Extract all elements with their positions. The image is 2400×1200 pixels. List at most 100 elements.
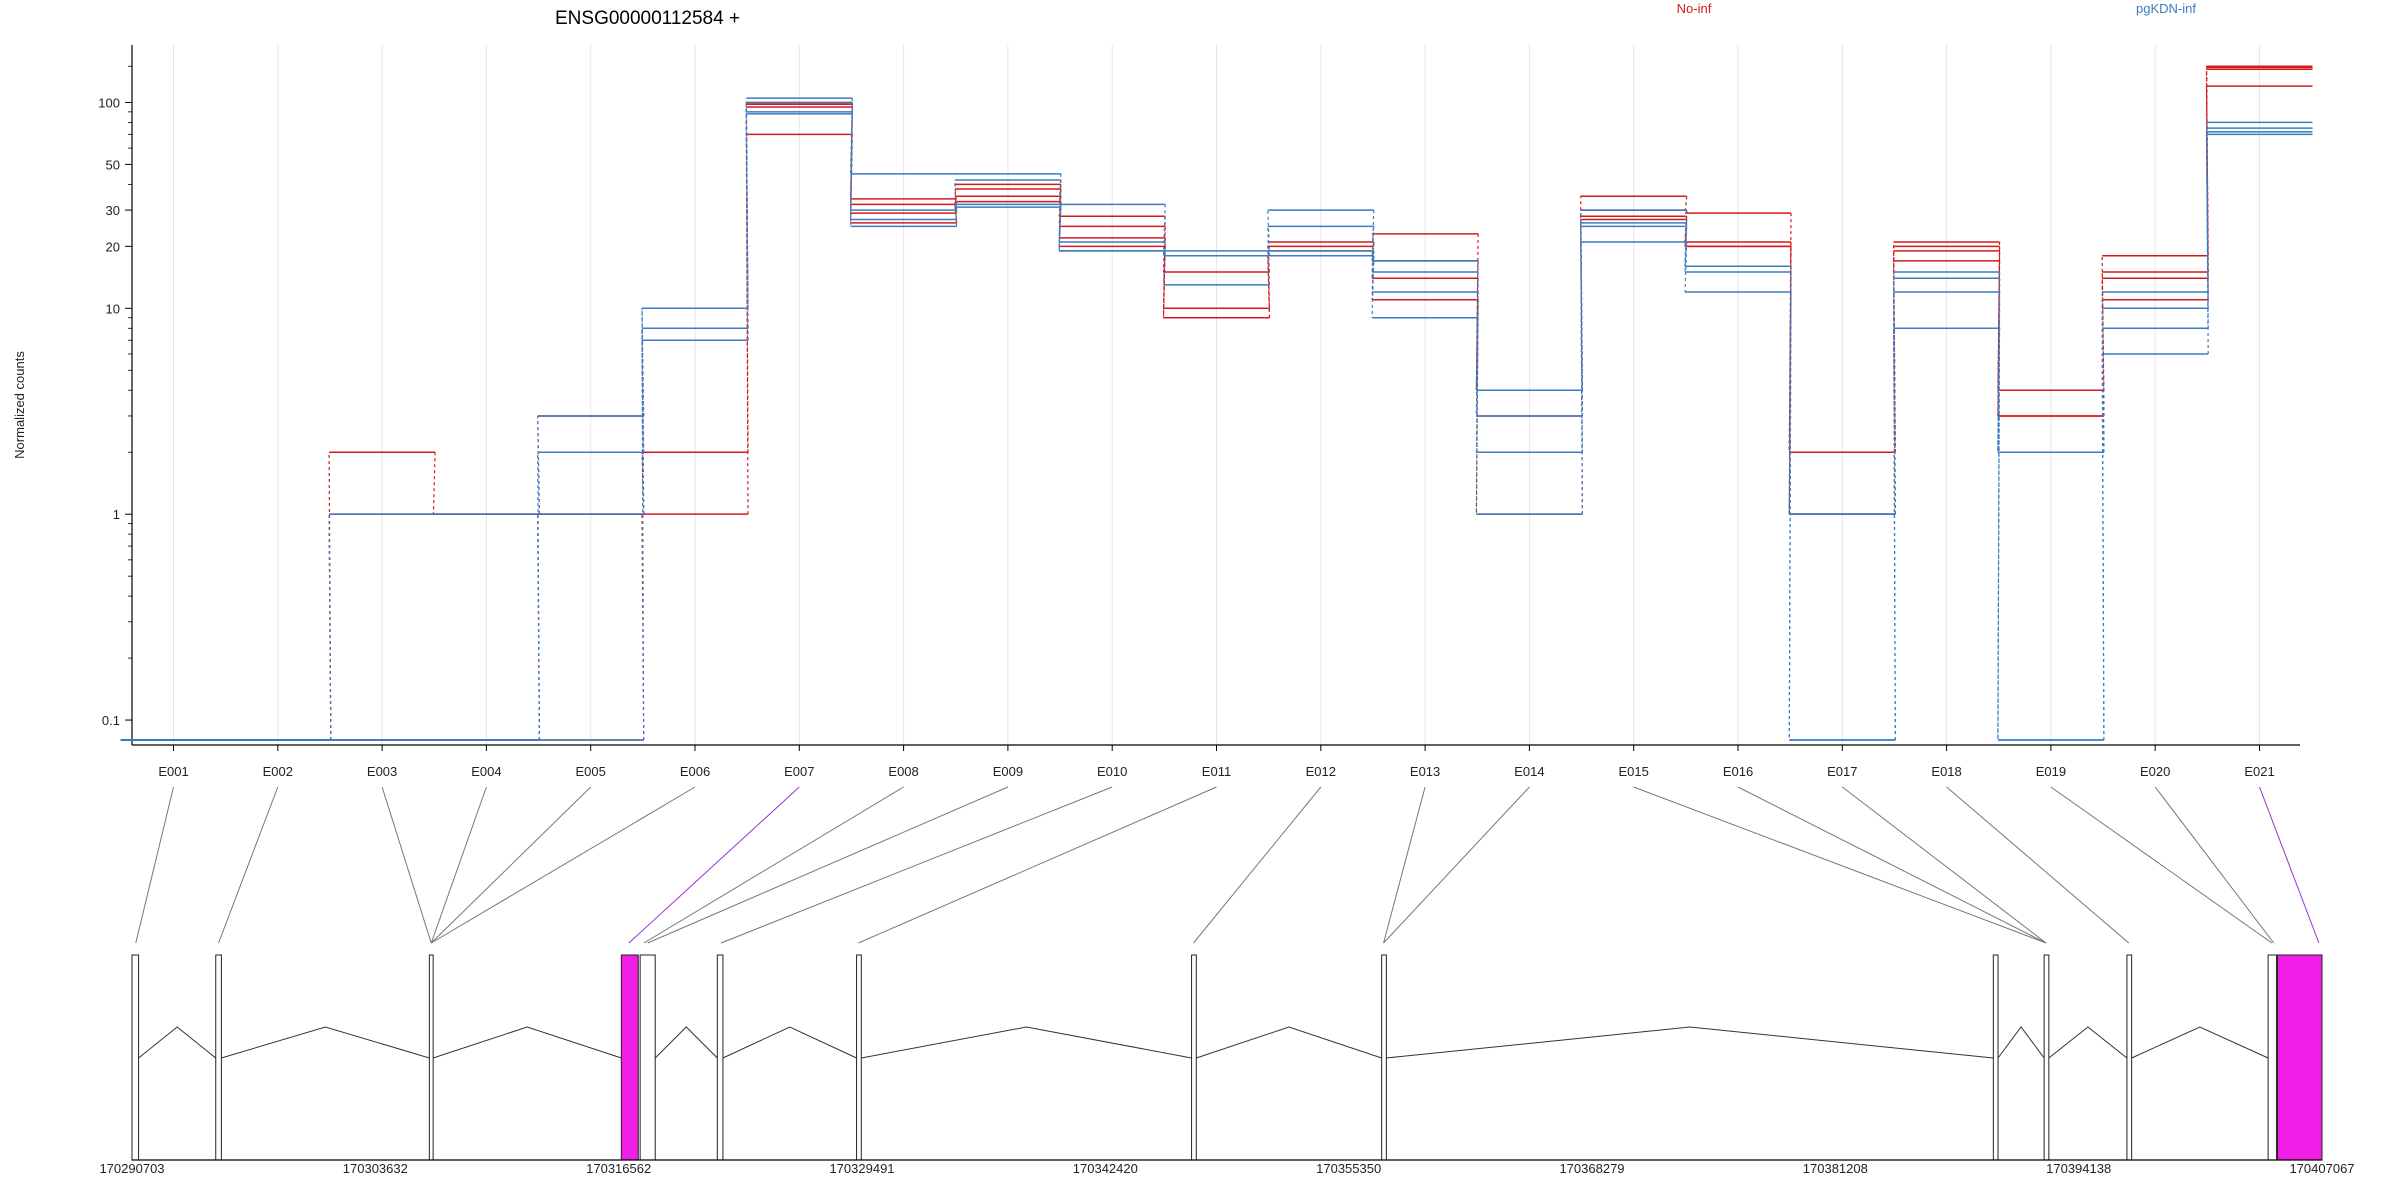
- exon-9: [1992, 954, 1999, 1161]
- exon-8: [1381, 954, 1387, 1161]
- x-tick-label-e005: E005: [576, 764, 606, 779]
- series-4-transition-17: [1997, 272, 2001, 453]
- series-6-transition-5: [745, 111, 749, 309]
- connector-e008: [643, 786, 904, 944]
- legend: No-inf pgKDN-inf: [1677, 1, 2197, 16]
- intron-9: [1997, 1026, 2045, 1059]
- connector-e014: [1383, 786, 1530, 944]
- series-lines: [120, 65, 2313, 741]
- exon-5: [716, 954, 724, 1161]
- connector-e015: [1633, 786, 2047, 944]
- connector-e003: [381, 786, 432, 944]
- grid: [173, 45, 2260, 745]
- series-2-transition-19: [2205, 67, 2209, 279]
- axes: 0.1 1 10 20 30 50 100 E001 E002 E003 E004 E005 E006 E…: [98, 45, 2300, 779]
- exon-2: [428, 954, 434, 1161]
- exon-0: [131, 954, 140, 1161]
- legend-label-0: No-inf: [1677, 1, 1712, 16]
- series-4-transition-8: [1058, 173, 1062, 205]
- series-2-transition-1: [328, 514, 332, 741]
- connector-e004: [430, 786, 487, 944]
- series-3-transition-3: [537, 514, 541, 741]
- exon-10: [2043, 954, 2050, 1161]
- connector-e011: [858, 786, 1217, 944]
- intron-4: [654, 1026, 718, 1059]
- intron-7: [1196, 1026, 1382, 1059]
- connector-e020: [2154, 786, 2275, 944]
- exon-11: [2126, 954, 2133, 1161]
- series-6-transition-3: [537, 514, 541, 741]
- y-tick-label-4: 30: [106, 203, 120, 218]
- x-tick-label-e016: E016: [1723, 764, 1753, 779]
- series-5-transition-11: [1371, 226, 1375, 273]
- intron-5: [722, 1026, 857, 1059]
- series-7-transition-6: [850, 113, 853, 227]
- x-tick-label-e009: E009: [993, 764, 1023, 779]
- intron-10: [2048, 1026, 2128, 1059]
- coordinate-tick-label-7: 170381208: [1803, 1161, 1868, 1176]
- series-7-transition-12: [1475, 292, 1479, 515]
- coordinate-tick-label-5: 170355350: [1316, 1161, 1381, 1176]
- coordinate-tick-label-3: 170329491: [829, 1161, 894, 1176]
- connector-e016: [1737, 786, 2047, 944]
- series-5-transition-10: [1267, 226, 1271, 285]
- series-0-transition-5: [745, 107, 749, 515]
- coordinate-tick-label-9: 170407067: [2289, 1161, 2354, 1176]
- x-tick-label-e017: E017: [1827, 764, 1857, 779]
- series-7-transition-4: [641, 340, 645, 741]
- intron-11: [2131, 1026, 2269, 1059]
- series-7-transition-11: [1371, 255, 1375, 293]
- connector-e013: [1383, 786, 1426, 944]
- x-tick-label-e012: E012: [1306, 764, 1336, 779]
- exon-4: [639, 954, 656, 1161]
- x-tick-label-e002: E002: [263, 764, 293, 779]
- y-axis-label: Normalized counts: [12, 351, 27, 459]
- series-3-transition-10: [1267, 255, 1271, 318]
- x-tick-label-e018: E018: [1931, 764, 1961, 779]
- series-6-transition-11: [1371, 250, 1375, 318]
- exon-13: [2277, 954, 2323, 1161]
- series-7-transition-8: [1058, 207, 1062, 251]
- x-tick-label-e004: E004: [471, 764, 501, 779]
- x-tick-label-e015: E015: [1619, 764, 1649, 779]
- series-5-transition-9: [1162, 241, 1166, 285]
- coordinate-tick-label-8: 170394138: [2046, 1161, 2111, 1176]
- connector-e017: [1841, 786, 2047, 944]
- series-7-transition-19: [2205, 131, 2209, 354]
- y-tick-label-3: 20: [106, 239, 120, 254]
- series-4-transition-9: [1162, 204, 1166, 256]
- coordinate-tick-label-2: 170316562: [586, 1161, 651, 1176]
- series-0-transition-4: [641, 514, 645, 741]
- exon-12: [2267, 954, 2278, 1161]
- x-tick-label-e021: E021: [2244, 764, 2274, 779]
- x-tick-label-e013: E013: [1410, 764, 1440, 779]
- series-7-transition-17: [1997, 292, 2001, 741]
- series-2-transition-8: [1058, 188, 1062, 238]
- connector-e018: [1946, 786, 2130, 944]
- intron-8: [1386, 1026, 1994, 1059]
- y-tick-label-2: 10: [106, 301, 120, 316]
- series-4-transition-10: [1267, 210, 1271, 256]
- exon-7: [1191, 954, 1197, 1161]
- series-1-transition-2: [432, 452, 436, 515]
- series-0-transition-12: [1475, 233, 1479, 391]
- connector-e021: [2259, 786, 2320, 944]
- y-tick-label-0: 0.1: [102, 713, 120, 728]
- x-tick-label-e010: E010: [1097, 764, 1127, 779]
- series-7-transition-14: [1684, 226, 1688, 273]
- x-tick-label-e006: E006: [680, 764, 710, 779]
- series-4-transition-1: [328, 514, 332, 741]
- connector-e010: [720, 786, 1113, 944]
- y-tick-label-6: 100: [98, 95, 120, 110]
- connector-e012: [1193, 786, 1322, 944]
- intron-1: [221, 1026, 430, 1059]
- x-tick-label-e001: E001: [158, 764, 188, 779]
- series-7-transition-9: [1162, 250, 1166, 256]
- intron-0: [138, 1026, 217, 1059]
- series-5-transition-7: [954, 179, 958, 211]
- series-6-transition-14: [1684, 241, 1688, 293]
- x-tick-label-e019: E019: [2036, 764, 2066, 779]
- connector-e005: [430, 786, 592, 944]
- exon-3: [620, 954, 639, 1161]
- connector-e001: [135, 786, 174, 944]
